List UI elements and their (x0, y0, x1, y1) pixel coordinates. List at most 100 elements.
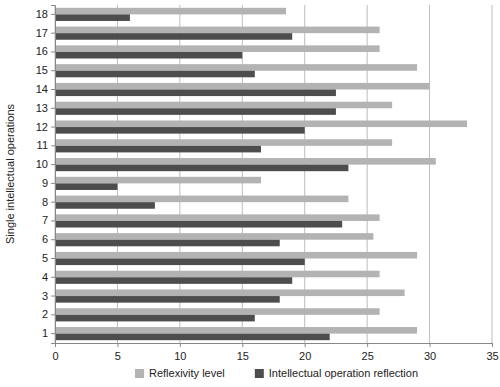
x-tick-label: 35 (486, 350, 498, 362)
x-tick-mark (367, 343, 368, 347)
x-tick: 0 (52, 343, 58, 362)
y-tick-label: 16 (36, 45, 48, 57)
y-tick-mark (51, 14, 55, 15)
y-tick-mark (51, 33, 55, 34)
y-axis-line (51, 6, 56, 344)
bar (55, 334, 330, 341)
bar (55, 165, 348, 172)
bar (55, 327, 417, 334)
y-tick-label: 11 (37, 139, 48, 151)
y-tick-label: 18 (36, 8, 48, 20)
bar (55, 146, 261, 153)
bar (55, 289, 405, 296)
bar (55, 221, 342, 228)
legend-label: Reflexivity level (149, 367, 225, 379)
y-tick-mark (51, 277, 55, 278)
y-tick: 17 (36, 27, 55, 39)
x-tick-label: 20 (299, 350, 311, 362)
y-tick-label: 13 (36, 102, 48, 114)
bar (55, 27, 380, 34)
y-tick: 4 (42, 271, 55, 283)
y-tick-mark (51, 70, 55, 71)
bar (55, 64, 417, 71)
y-tick: 9 (42, 177, 55, 189)
grid-line (492, 5, 493, 343)
bar (55, 259, 305, 266)
bar (55, 90, 336, 97)
x-tick: 15 (237, 343, 249, 362)
x-tick-label: 25 (362, 350, 374, 362)
y-tick: 7 (42, 214, 55, 226)
y-tick-mark (51, 296, 55, 297)
y-tick-label: 12 (36, 121, 48, 133)
bar (55, 202, 155, 209)
y-tick: 8 (42, 196, 55, 208)
bar (55, 8, 286, 15)
series-bars (55, 8, 467, 334)
bar (55, 271, 380, 278)
y-tick-mark (51, 220, 55, 221)
bar (55, 127, 305, 134)
bar (55, 14, 130, 21)
x-tick: 35 (486, 343, 498, 362)
x-axis: 0 5 10 15 20 25 30 35 (52, 343, 498, 362)
x-tick: 25 (362, 343, 374, 362)
y-tick-label: 7 (42, 214, 48, 226)
bar (55, 102, 392, 109)
bar (55, 158, 436, 165)
y-tick-mark (51, 258, 55, 259)
y-tick: 3 (42, 290, 55, 302)
y-tick: 6 (42, 233, 55, 245)
y-tick-label: 8 (42, 196, 48, 208)
x-tick-label: 5 (115, 350, 121, 362)
x-tick-mark (242, 343, 243, 347)
x-tick: 10 (174, 343, 186, 362)
bar (55, 277, 292, 284)
y-tick-label: 14 (36, 83, 48, 95)
y-tick: 18 (36, 8, 55, 20)
bar (55, 315, 255, 322)
plot: 0510152025303512345678910111213141516171… (36, 5, 499, 362)
y-tick-mark (51, 108, 55, 109)
y-tick-mark (51, 239, 55, 240)
x-tick-label: 30 (424, 350, 436, 362)
y-tick-label: 17 (36, 27, 48, 39)
x-tick-mark (492, 343, 493, 347)
y-tick: 10 (36, 158, 55, 170)
legend-swatch (255, 369, 264, 378)
bar (55, 183, 117, 190)
bar (55, 52, 242, 59)
bar (55, 139, 392, 146)
x-tick: 5 (115, 343, 121, 362)
y-tick: 2 (42, 308, 55, 320)
y-tick: 13 (36, 102, 55, 114)
y-tick: 5 (42, 252, 55, 264)
bar (55, 83, 430, 90)
y-tick-mark (51, 127, 55, 128)
x-tick: 20 (299, 343, 311, 362)
y-tick-mark (51, 145, 55, 146)
y-tick-mark (51, 89, 55, 90)
bars (55, 8, 467, 340)
y-tick-label: 15 (36, 64, 48, 76)
bar (55, 71, 255, 78)
bar (55, 252, 417, 259)
bar (55, 120, 467, 127)
legend-label: Intellectual operation reflection (269, 367, 418, 379)
x-tick-label: 0 (52, 350, 58, 362)
y-tick-label: 3 (42, 290, 48, 302)
chart: 0510152025303512345678910111213141516171… (0, 0, 500, 387)
bar (55, 308, 380, 315)
y-tick-label: 6 (42, 233, 48, 245)
y-tick: 15 (36, 64, 55, 76)
x-tick-mark (117, 343, 118, 347)
legend-swatch (135, 369, 144, 378)
y-tick: 16 (36, 45, 55, 57)
bar (55, 108, 336, 115)
y-tick-label: 5 (42, 252, 48, 264)
x-tick-mark (180, 343, 181, 347)
bar (55, 214, 380, 221)
grid-line (429, 5, 430, 343)
y-tick-mark (51, 333, 55, 334)
bar (55, 240, 280, 247)
